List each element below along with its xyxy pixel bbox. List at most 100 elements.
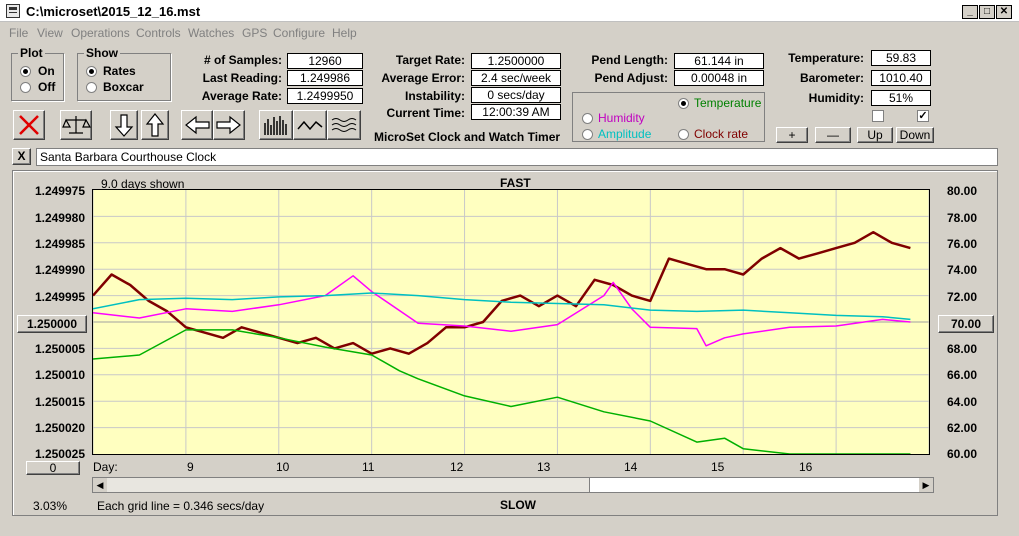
plot-on-radio[interactable]	[20, 66, 31, 77]
pend-length-label: Pend Length:	[591, 53, 668, 67]
clear-button[interactable]	[13, 110, 45, 140]
description-input[interactable]: Santa Barbara Courthouse Clock	[36, 148, 998, 166]
description-close-button[interactable]: X	[12, 148, 31, 165]
menu-controls[interactable]: Controls	[136, 26, 181, 40]
pend-length-field: 61.144 in	[674, 53, 764, 69]
multi-wave-button[interactable]	[327, 110, 361, 140]
left-tick-label: 1.249980	[34, 211, 85, 225]
app-icon	[6, 4, 20, 18]
target-rate-label: Target Rate:	[395, 53, 465, 67]
x-tick-label: 15	[711, 460, 725, 474]
histogram-button[interactable]	[259, 110, 293, 140]
left-tick-label: 1.250020	[34, 421, 85, 435]
left-tick-label: 1.249985	[34, 237, 85, 251]
fast-label: FAST	[500, 176, 531, 190]
right-tick-label: 66.00	[946, 368, 977, 382]
menu-gps[interactable]: GPS	[242, 26, 268, 40]
plot-svg	[92, 190, 930, 455]
balance-button[interactable]	[60, 110, 92, 140]
menu-help[interactable]: Help	[332, 26, 357, 40]
trace-clockrate-radio[interactable]	[678, 129, 689, 140]
trace-humidity-label: Humidity	[598, 111, 645, 125]
right-tick-label: 68.00	[946, 342, 977, 356]
trace-humidity-radio[interactable]	[582, 113, 593, 124]
arrow-down-button[interactable]	[110, 110, 138, 140]
instability-label: Instability:	[404, 89, 465, 103]
arrow-up-button[interactable]	[141, 110, 169, 140]
scale-plus-button[interactable]: +	[776, 127, 808, 143]
menu-configure[interactable]: Configure	[273, 26, 326, 40]
menu-view[interactable]: View	[37, 26, 63, 40]
menu-watches[interactable]: Watches	[188, 26, 235, 40]
close-window-button[interactable]: ✕	[996, 5, 1012, 19]
scale-down-button[interactable]: Down	[896, 127, 934, 143]
x-tick-label: 12	[450, 460, 464, 474]
temperature-field: 59.83	[871, 50, 931, 66]
current-time-field: 12:00:39 AM	[471, 104, 561, 120]
menu-file[interactable]: File	[9, 26, 29, 40]
scroll-left-icon[interactable]: ◀	[93, 478, 107, 492]
arrow-left-button[interactable]	[181, 110, 213, 140]
window-title: C:\microset\2015_12_16.mst	[26, 4, 201, 19]
pend-adjust-field: 0.00048 in	[674, 70, 764, 86]
days-shown-label: 9.0 days shown	[101, 177, 185, 191]
offset-zero-button[interactable]: 0	[26, 461, 80, 475]
plot-group-title: Plot	[18, 46, 45, 60]
show-rates-label: Rates	[103, 64, 136, 78]
left-tick-label: 1.250015	[34, 395, 85, 409]
trace-amplitude-radio[interactable]	[582, 129, 593, 140]
samples-label: # of Samples:	[203, 53, 282, 67]
scroll-thumb[interactable]	[589, 478, 919, 492]
right-tick-label: 80.00	[946, 184, 977, 198]
show-boxcar-radio[interactable]	[86, 82, 97, 93]
scale-up-button[interactable]: Up	[857, 127, 893, 143]
x-tick-label: 13	[537, 460, 551, 474]
x-tick-label: 9	[187, 460, 194, 474]
right-tick-label: 64.00	[946, 395, 977, 409]
title-bar: C:\microset\2015_12_16.mst _ □ ✕	[0, 0, 1019, 22]
right-tick-label: 62.00	[946, 421, 977, 435]
plot-off-label: Off	[38, 80, 56, 94]
trace-temperature-radio[interactable]	[678, 98, 689, 109]
x-tick-label: 14	[624, 460, 638, 474]
arrow-right-button[interactable]	[213, 110, 245, 140]
arrow-up-icon	[145, 113, 165, 137]
left-checkbox[interactable]	[872, 110, 884, 122]
average-error-field: 2.4 sec/week	[471, 70, 561, 86]
trace-clockrate-label: Clock rate	[694, 127, 749, 141]
left-tick-label: 1.249975	[34, 184, 85, 198]
maximize-button[interactable]: □	[979, 5, 995, 19]
scale-minus-button[interactable]: —	[815, 127, 851, 143]
chart-panel	[12, 170, 998, 516]
menu-operations[interactable]: Operations	[71, 26, 130, 40]
plot-off-radio[interactable]	[20, 82, 31, 93]
scroll-right-icon[interactable]: ▶	[919, 478, 933, 492]
x-tick-label: 10	[276, 460, 290, 474]
show-rates-radio[interactable]	[86, 66, 97, 77]
show-group-title: Show	[84, 46, 120, 60]
balance-scale-icon	[62, 116, 92, 134]
target-rate-field: 1.2500000	[471, 53, 561, 69]
slow-label: SLOW	[500, 498, 536, 512]
left-center-value-button[interactable]: 1.250000	[17, 315, 87, 333]
right-center-value-button[interactable]: 70.00	[938, 315, 994, 333]
right-checkbox[interactable]: ✓	[917, 110, 929, 122]
percent-label: 3.03%	[33, 499, 68, 513]
right-tick-label: 78.00	[946, 211, 977, 225]
show-boxcar-label: Boxcar	[103, 80, 144, 94]
left-tick-label: 1.249995	[34, 290, 85, 304]
line-plot-button[interactable]	[293, 110, 327, 140]
average-error-label: Average Error:	[381, 71, 465, 85]
series-line-3	[92, 329, 911, 455]
minimize-button[interactable]: _	[962, 5, 978, 19]
horizontal-scrollbar[interactable]: ◀ ▶	[92, 477, 934, 493]
samples-field: 12960	[287, 53, 363, 69]
grid-note-label: Each grid line = 0.346 secs/day	[97, 499, 265, 513]
last-reading-label: Last Reading:	[202, 71, 282, 85]
last-reading-field: 1.249986	[287, 70, 363, 86]
current-time-label: Current Time:	[386, 106, 465, 120]
left-tick-label: 1.249990	[34, 263, 85, 277]
right-tick-label: 72.00	[946, 290, 977, 304]
histogram-icon	[264, 116, 287, 135]
right-tick-label: 76.00	[946, 237, 977, 251]
